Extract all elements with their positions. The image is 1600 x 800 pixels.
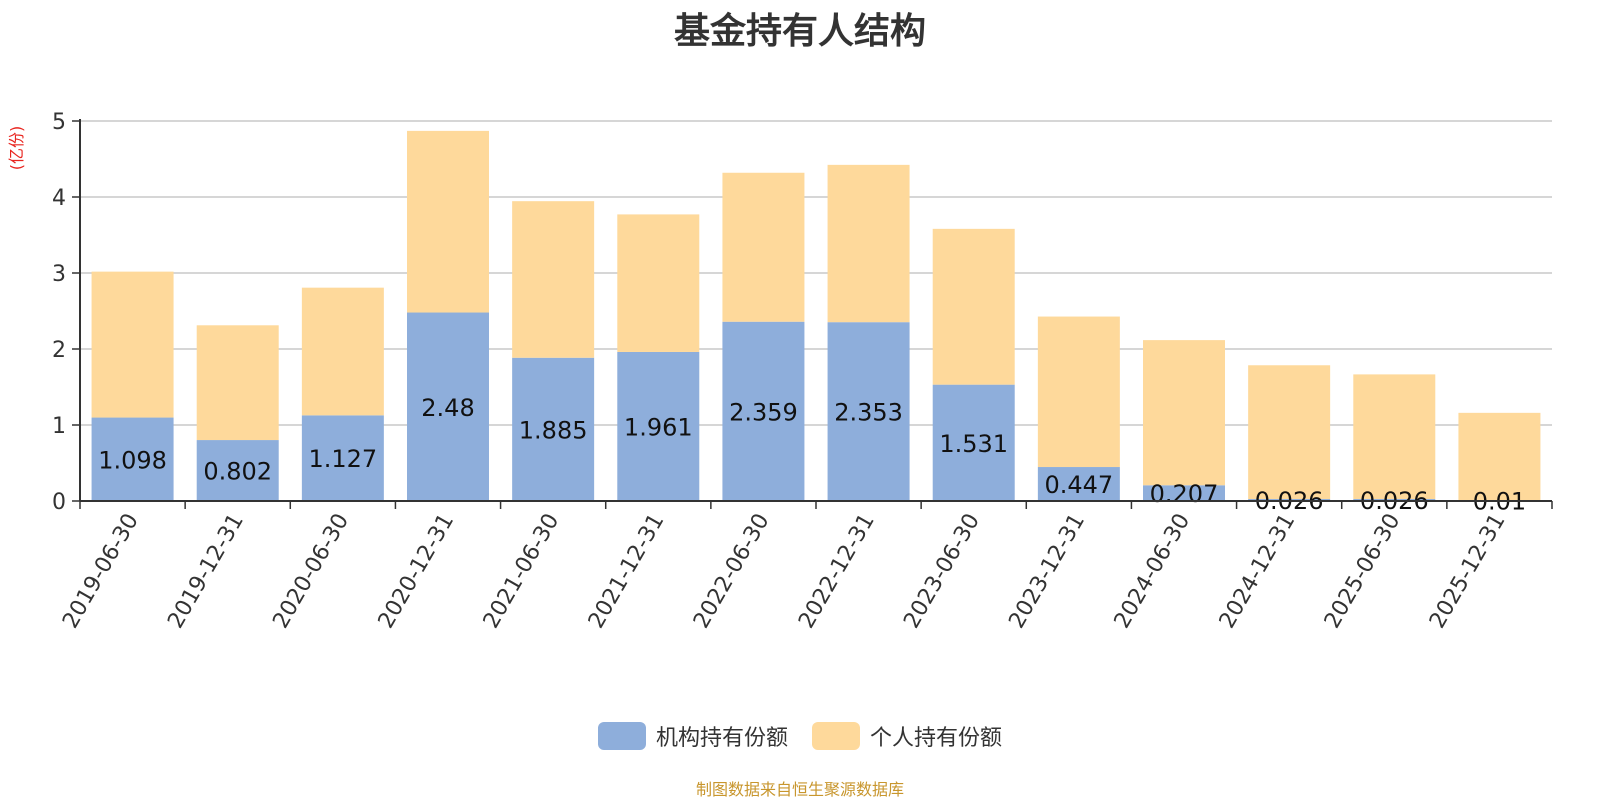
gridlines: [80, 120, 1552, 426]
x-tick-label: 2021-12-31: [584, 510, 670, 633]
bar-individual[interactable]: [722, 172, 805, 322]
bar-value-label: 1.961: [624, 413, 693, 441]
x-tick-label: 2019-06-30: [58, 510, 144, 633]
bar-institutional[interactable]: [932, 384, 1015, 501]
legend-item-individual[interactable]: 个人持有份额: [812, 720, 1002, 752]
bar-value-label: 0.447: [1044, 471, 1113, 499]
legend-swatch-individual: [812, 722, 860, 750]
bar-individual[interactable]: [512, 201, 595, 358]
bar-individual[interactable]: [827, 164, 910, 323]
x-tick-label: 2022-12-31: [794, 510, 880, 633]
y-tick-label: 2: [52, 338, 66, 363]
x-tick-label: 2019-12-31: [163, 510, 249, 633]
bar-institutional[interactable]: [827, 322, 910, 501]
bar-institutional[interactable]: [1037, 467, 1120, 501]
bar-individual[interactable]: [932, 228, 1015, 385]
bar-value-label: 2.48: [421, 394, 474, 422]
x-tick-label: 2025-06-30: [1320, 510, 1406, 633]
y-tick-label: 3: [52, 262, 66, 287]
chart-title: 基金持有人结构: [673, 11, 926, 52]
bar-institutional[interactable]: [91, 417, 174, 501]
legend-label-institutional: 机构持有份额: [655, 726, 788, 751]
x-tick-label: 2024-12-31: [1215, 510, 1301, 633]
x-tick-label: 2023-06-30: [899, 510, 985, 633]
bar-institutional[interactable]: [1143, 485, 1225, 501]
bar-institutional[interactable]: [617, 351, 700, 501]
y-tick-label: 5: [52, 110, 66, 135]
bar-value-label: 1.127: [308, 445, 377, 473]
bar-value-label: 1.531: [939, 430, 1008, 458]
bar-value-label: 2.359: [729, 398, 798, 426]
y-tick-label: 4: [52, 186, 66, 211]
legend-label-individual: 个人持有份额: [870, 726, 1003, 751]
x-tick-label: 2020-12-31: [374, 510, 460, 633]
bar-individual[interactable]: [617, 214, 700, 352]
bar-value-label: 1.098: [98, 446, 167, 474]
bar-institutional[interactable]: [196, 440, 279, 501]
x-tick-label: 2025-12-31: [1425, 510, 1511, 633]
bar-institutional[interactable]: [301, 415, 384, 501]
x-tick-label: 2022-06-30: [689, 510, 775, 633]
y-tick-label: 1: [52, 414, 66, 439]
y-tick-label: 0: [52, 490, 66, 515]
bar-individual[interactable]: [407, 130, 489, 313]
bar-individual[interactable]: [301, 287, 384, 416]
bar-institutional[interactable]: [722, 321, 805, 501]
bar-institutional[interactable]: [407, 312, 489, 501]
bar-value-label: 2.353: [834, 399, 903, 427]
x-tick-label: 2020-06-30: [268, 510, 354, 633]
bar-individual[interactable]: [91, 271, 174, 418]
bar-value-label: 1.885: [519, 416, 588, 444]
bar-individual[interactable]: [1037, 316, 1120, 468]
x-tick-label: 2023-12-31: [1004, 510, 1090, 633]
bar-value-label: 0.802: [203, 458, 272, 486]
bar-institutional[interactable]: [512, 357, 595, 501]
x-tick-label: 2024-06-30: [1110, 510, 1196, 633]
bars: [91, 130, 1541, 501]
data-source-note: 制图数据来自恒生聚源数据库: [695, 780, 904, 799]
legend-swatch-institutional: [597, 722, 646, 750]
x-tick-label: 2021-06-30: [479, 510, 565, 633]
bar-individual[interactable]: [196, 325, 279, 441]
bar-value-label: 0.207: [1150, 480, 1219, 508]
legend: 机构持有份额 个人持有份额: [0, 720, 1600, 752]
y-axis-label: (亿份): [7, 126, 26, 171]
bar-individual[interactable]: [1353, 374, 1436, 500]
bar-individual[interactable]: [1248, 365, 1331, 500]
bar-individual[interactable]: [1143, 340, 1225, 486]
legend-item-institutional[interactable]: 机构持有份额: [597, 720, 788, 752]
bar-individual[interactable]: [1458, 412, 1541, 501]
